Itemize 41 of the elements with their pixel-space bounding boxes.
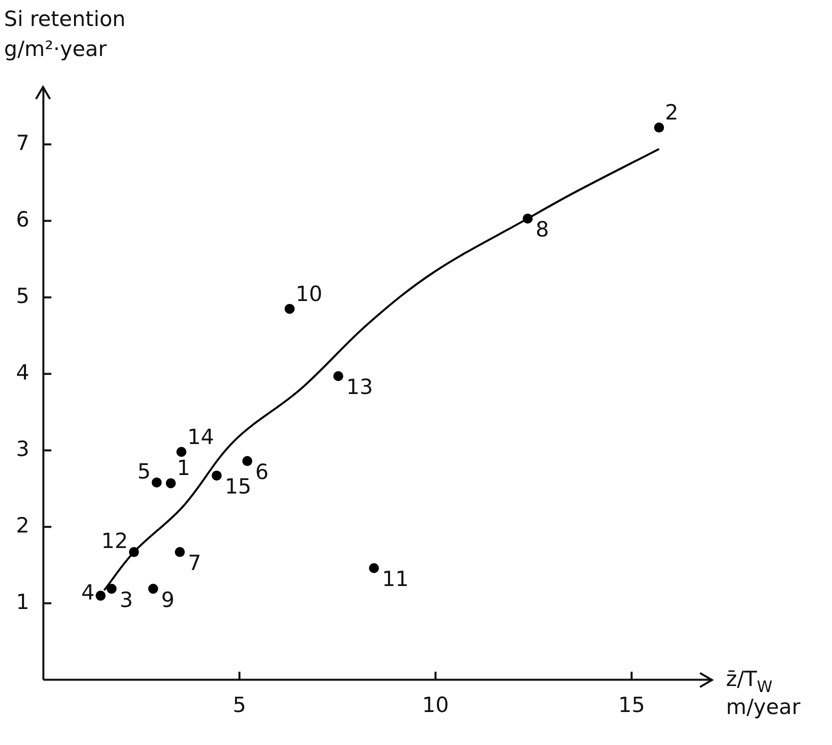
x-tick-label: 15 bbox=[618, 692, 645, 717]
point bbox=[284, 304, 295, 314]
annotation: 11 bbox=[382, 567, 409, 592]
annotation: 1 bbox=[176, 456, 190, 480]
annotation: 8 bbox=[536, 218, 550, 242]
y-tick-label: 6 bbox=[16, 207, 30, 232]
annotation: 2 bbox=[665, 100, 678, 125]
y-tick-label: 7 bbox=[16, 130, 30, 155]
annotation: 7 bbox=[188, 551, 202, 576]
annotation: 15 bbox=[224, 474, 252, 499]
y-tick-label: 1 bbox=[16, 590, 30, 614]
point bbox=[333, 371, 344, 382]
annotation: 9 bbox=[161, 588, 175, 612]
y-tick-label: 5 bbox=[16, 284, 30, 308]
point bbox=[242, 456, 252, 466]
y-tick-label: 4 bbox=[16, 360, 30, 384]
x-tick-label: 5 bbox=[232, 692, 246, 717]
point bbox=[148, 584, 158, 594]
y-tick-label: 2 bbox=[16, 513, 30, 538]
annotation: 12 bbox=[101, 529, 128, 554]
annotation: 14 bbox=[187, 424, 214, 449]
point bbox=[152, 477, 162, 488]
point bbox=[212, 470, 222, 481]
point bbox=[174, 547, 185, 558]
point bbox=[368, 563, 379, 574]
point bbox=[128, 547, 139, 558]
annotation: 5 bbox=[137, 459, 151, 484]
point bbox=[522, 214, 533, 224]
annotation: 6 bbox=[255, 460, 269, 484]
y-tick-label: 3 bbox=[16, 436, 30, 461]
point bbox=[176, 446, 186, 457]
annotation: 4 bbox=[81, 580, 95, 605]
point bbox=[166, 478, 176, 488]
point bbox=[654, 122, 664, 133]
annotation: 13 bbox=[346, 375, 373, 400]
annotation: 3 bbox=[120, 588, 133, 612]
x-tick-label: 10 bbox=[422, 692, 449, 717]
annotation: 10 bbox=[296, 282, 322, 306]
y-axis-title: Si retention g/m²·year bbox=[4, 7, 126, 61]
point bbox=[106, 584, 117, 594]
point bbox=[96, 590, 106, 601]
